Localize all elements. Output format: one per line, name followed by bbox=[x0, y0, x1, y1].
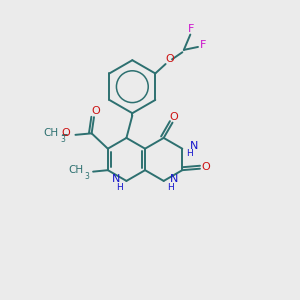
Text: O: O bbox=[91, 106, 100, 116]
Text: CH: CH bbox=[69, 165, 84, 175]
Text: H: H bbox=[186, 149, 193, 158]
Text: O: O bbox=[165, 54, 174, 64]
Text: 3: 3 bbox=[85, 172, 90, 181]
Text: N: N bbox=[190, 141, 198, 151]
Text: O: O bbox=[201, 162, 210, 172]
Text: F: F bbox=[188, 24, 195, 34]
Text: O: O bbox=[61, 128, 70, 138]
Text: N: N bbox=[112, 174, 120, 184]
Text: H: H bbox=[117, 183, 123, 192]
Text: CH: CH bbox=[44, 128, 59, 138]
Text: 3: 3 bbox=[60, 135, 65, 144]
Text: O: O bbox=[169, 112, 178, 122]
Text: F: F bbox=[200, 40, 206, 50]
Text: H: H bbox=[167, 183, 173, 192]
Text: N: N bbox=[170, 174, 178, 184]
